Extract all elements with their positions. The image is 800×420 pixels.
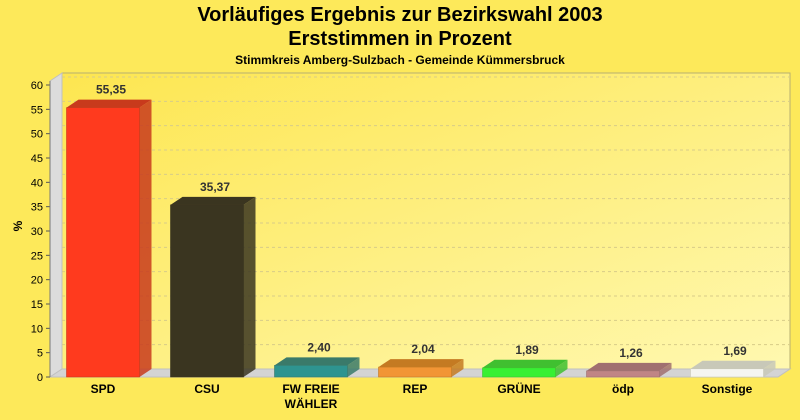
chart-title: Vorläufiges Ergebnis zur Bezirkswahl 200…: [197, 4, 603, 26]
x-tick-label: SPD: [91, 382, 116, 396]
y-tick-label: 30: [31, 226, 43, 238]
bar: [66, 107, 140, 378]
chart-subtitle: Stimmkreis Amberg-Sulzbach - Gemeinde Kü…: [235, 53, 565, 67]
bar-top: [586, 362, 672, 371]
y-tick-label: 60: [31, 80, 43, 92]
bar-side: [451, 359, 464, 377]
x-tick-label: WÄHLER: [285, 396, 338, 411]
x-tick-label: GRÜNE: [497, 381, 540, 396]
y-tick-label: 25: [31, 250, 43, 262]
bar: [482, 367, 556, 378]
plot-left-wall: [49, 72, 63, 378]
y-tick-label: 50: [31, 129, 43, 141]
y-tick-label: 5: [37, 348, 43, 360]
bar-group-2: [274, 357, 360, 378]
data-label: 1,89: [515, 343, 539, 357]
bar-top: [482, 359, 568, 368]
data-label: 2,04: [411, 342, 435, 356]
bar-group-1: [170, 196, 256, 378]
bar-top: [378, 359, 464, 368]
bar-side: [347, 357, 360, 377]
x-tick-label: ödp: [612, 382, 634, 396]
data-label: 55,35: [96, 83, 126, 97]
bar-group-0: [66, 99, 152, 378]
bar: [586, 370, 660, 378]
bar-side: [659, 362, 672, 377]
x-tick-label: REP: [403, 382, 428, 396]
y-tick-label: 45: [31, 153, 43, 165]
y-tick-label: 15: [31, 299, 43, 311]
data-label: 1,26: [619, 346, 643, 360]
bar: [690, 368, 764, 378]
bar-top: [690, 360, 776, 369]
bar: [274, 365, 348, 378]
bar: [170, 204, 244, 378]
bar-group-3: [378, 359, 464, 378]
bar-top: [170, 196, 256, 205]
bar-top: [274, 357, 360, 366]
data-label: 35,37: [200, 180, 230, 194]
bar-side: [243, 196, 256, 377]
x-tick-label: CSU: [194, 382, 219, 396]
bar-side: [555, 359, 568, 377]
chart-title-2: Erststimmen in Prozent: [288, 28, 512, 50]
x-tick-label: FW FREIE: [282, 382, 339, 396]
data-label: 1,69: [723, 344, 747, 358]
bar-side: [139, 99, 152, 377]
y-tick-label: 20: [31, 275, 43, 287]
y-tick-label: 40: [31, 177, 43, 189]
data-label: 2,40: [307, 340, 331, 354]
bar-top: [66, 99, 152, 108]
bar-group-5: [586, 362, 672, 378]
bar-group-6: [690, 360, 776, 378]
y-tick-label: 0: [37, 372, 43, 384]
bar-group-4: [482, 359, 568, 378]
y-tick-label: 55: [31, 104, 43, 116]
bar: [378, 366, 452, 378]
y-tick-label: 10: [31, 323, 43, 335]
bar-side: [763, 360, 776, 377]
y-tick-label: 35: [31, 202, 43, 214]
x-tick-label: Sonstige: [702, 382, 753, 396]
y-axis-label: %: [11, 220, 25, 231]
